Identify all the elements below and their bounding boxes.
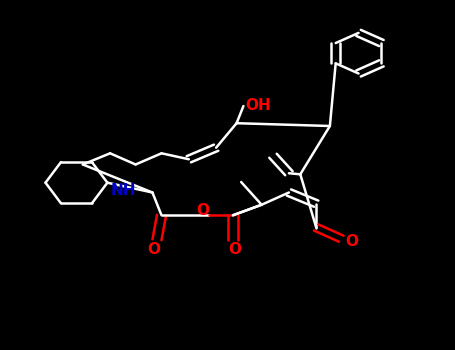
Text: NH: NH	[111, 183, 136, 198]
Text: O: O	[147, 242, 160, 257]
Text: O: O	[196, 203, 209, 218]
Text: OH: OH	[246, 98, 272, 112]
Text: O: O	[228, 242, 241, 257]
Text: O: O	[345, 234, 358, 249]
